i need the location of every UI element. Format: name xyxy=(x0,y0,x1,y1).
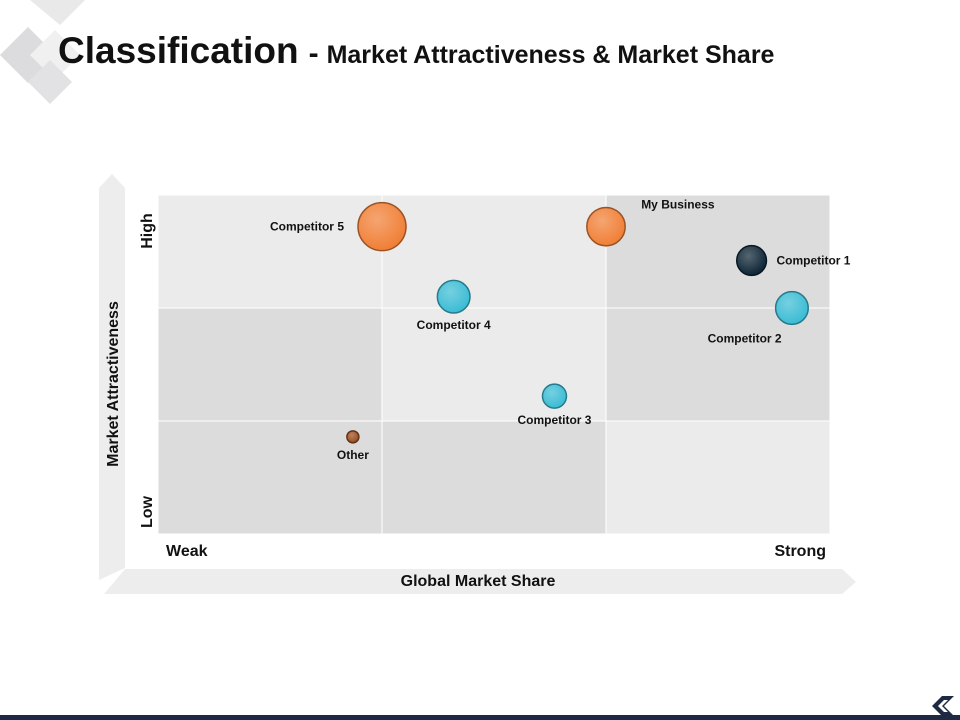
y-axis-arrow-bar xyxy=(99,174,125,580)
bubble-label-competitor-5: Competitor 5 xyxy=(270,220,344,234)
title-subtitle: Market Attractiveness & Market Share xyxy=(326,41,775,69)
quadrant-cell-r0-c0 xyxy=(157,194,383,309)
bubble-label-other: Other xyxy=(337,448,369,462)
next-slide-chevron-icon[interactable] xyxy=(928,694,958,718)
x-axis-title: Global Market Share xyxy=(401,573,556,590)
quadrant-cell-r2-c1 xyxy=(381,420,607,535)
title-main: Classification xyxy=(58,30,299,71)
bubble-label-competitor-3: Competitor 3 xyxy=(517,413,591,427)
title-separator: - xyxy=(308,37,319,70)
quadrant-cell-r2-c2 xyxy=(605,420,831,535)
x-axis-arrow-bar xyxy=(104,569,856,594)
footer-bar xyxy=(0,715,960,720)
bubble-other xyxy=(346,430,360,444)
y-axis-title: Market Attractiveness xyxy=(105,301,122,467)
bubble-layer: Competitor 5 My Business Competitor 1 Compe… xyxy=(270,197,851,461)
quadrant-cell-r1-c1 xyxy=(381,307,607,422)
y-end-label-high: High xyxy=(139,213,156,249)
page-title: Classification - Market Attractiveness & M… xyxy=(58,30,774,72)
bubble-my-business xyxy=(586,206,626,247)
quadrant-cell-r0-c1 xyxy=(381,194,607,309)
bubble-competitor-4 xyxy=(436,279,471,314)
bubble-competitor-1 xyxy=(735,244,768,277)
quadrant-cell-r0-c2 xyxy=(605,194,831,309)
bubble-competitor-3 xyxy=(541,383,568,409)
bubble-label-competitor-1: Competitor 1 xyxy=(776,254,850,268)
bubble-label-competitor-4: Competitor 4 xyxy=(417,318,491,332)
quadrant-cell-r1-c2 xyxy=(605,307,831,422)
y-end-label-low: Low xyxy=(139,495,156,528)
x-end-label-weak: Weak xyxy=(166,543,208,560)
bubble-competitor-2 xyxy=(774,290,809,326)
x-end-label-strong: Strong xyxy=(774,543,826,560)
quadrant-cell-r2-c0 xyxy=(157,420,383,535)
corner-diamond-decoration xyxy=(0,0,85,104)
quadrant-grid xyxy=(157,194,831,535)
bubble-label-my-business: My Business xyxy=(641,197,715,211)
quadrant-cell-r1-c0 xyxy=(157,307,383,422)
bubble-label-competitor-2: Competitor 2 xyxy=(708,331,782,345)
bubble-competitor-5 xyxy=(357,201,407,252)
